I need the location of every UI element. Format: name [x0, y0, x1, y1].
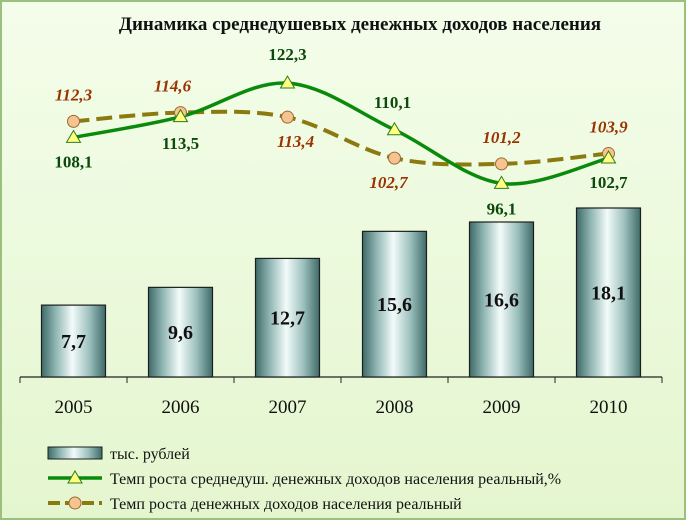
bar-value-label: 15,6 — [377, 294, 412, 316]
x-tick-label: 2009 — [483, 397, 521, 418]
green-value-label: 113,5 — [162, 134, 199, 153]
bar-value-label: 12,7 — [270, 308, 305, 330]
brown-value-label: 103,9 — [589, 118, 628, 137]
bar — [40, 304, 107, 378]
series-line-brown — [73, 109, 609, 167]
green-marker — [65, 129, 82, 143]
chart-title: Динамика среднедушевых денежных доходов … — [119, 14, 601, 35]
x-tick-label: 2007 — [269, 397, 307, 418]
green-marker — [172, 108, 189, 123]
bar — [147, 286, 214, 378]
brown-value-label: 114,6 — [154, 77, 192, 96]
brown-value-label: 112,3 — [55, 85, 93, 104]
x-tick-label: 2008 — [376, 397, 414, 418]
green-value-label: 96,1 — [487, 199, 517, 218]
brown-value-label: 113,4 — [277, 132, 314, 151]
brown-value-label: 102,7 — [369, 173, 409, 192]
bar-value-label: 16,6 — [484, 290, 519, 312]
brown-marker — [388, 151, 401, 165]
legend-marker-green — [67, 470, 83, 484]
x-tick-label: 2006 — [162, 397, 200, 418]
lines: 108,1 113,5 122,3 110,1 96,1 102,7 112,3 114,6 1… — [54, 45, 628, 218]
bar-value-label: 18,1 — [591, 283, 626, 305]
legend-label-green: Темп роста среднедуш. денежных доходов н… — [110, 471, 561, 488]
bar — [468, 221, 535, 378]
legend-swatch-bars — [47, 446, 103, 460]
bar — [361, 230, 428, 378]
legend-label-bars: тыс. рублей — [110, 446, 190, 463]
bar — [254, 257, 321, 378]
series-line-green — [73, 81, 609, 186]
legend-label-brown: Темп роста денежных доходов населения ре… — [110, 496, 462, 513]
x-tick-label: 2005 — [55, 397, 93, 418]
green-value-label: 122,3 — [268, 45, 306, 64]
legend-marker-brown — [68, 496, 82, 510]
brown-marker — [495, 157, 508, 171]
green-marker — [386, 121, 403, 136]
bars: 7,7 9,6 12,7 15,6 16,6 18,1 — [40, 207, 642, 378]
green-value-label: 102,7 — [589, 173, 628, 192]
green-marker — [600, 150, 617, 164]
bar-value-label: 9,6 — [168, 322, 193, 344]
green-marker — [279, 75, 296, 89]
brown-marker — [67, 114, 80, 128]
brown-value-label: 101,2 — [482, 128, 521, 147]
brown-marker — [281, 110, 294, 124]
green-marker — [493, 175, 510, 189]
green-value-label: 108,1 — [54, 152, 92, 171]
bar-value-label: 7,7 — [61, 331, 86, 353]
x-tick-label: 2010 — [590, 397, 628, 418]
x-axis: 2005 2006 2007 2008 2009 2010 — [19, 376, 663, 418]
green-value-label: 110,1 — [374, 93, 411, 112]
bar — [575, 207, 642, 378]
legend: тыс. рублей Темп роста среднедуш. денежны… — [47, 446, 561, 513]
